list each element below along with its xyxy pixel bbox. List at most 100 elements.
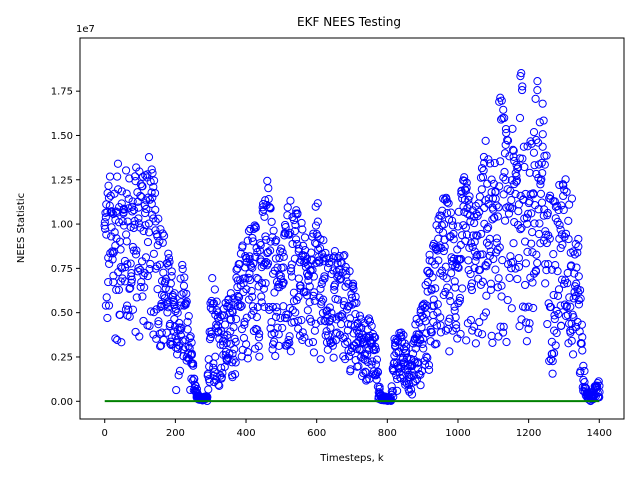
nees-point <box>484 223 493 232</box>
nees-point <box>189 359 198 368</box>
nees-point <box>462 178 471 187</box>
nees-point <box>287 264 296 273</box>
nees-point <box>497 96 506 105</box>
nees-point <box>146 307 156 316</box>
nees-point <box>319 295 328 304</box>
nees-point <box>351 292 360 301</box>
y-tick-label: 0.50 <box>51 308 73 319</box>
nees-point <box>165 257 174 266</box>
nees-point <box>542 151 551 160</box>
nees-point <box>570 250 579 259</box>
nees-point <box>223 356 232 366</box>
nees-point <box>134 263 143 273</box>
nees-point <box>503 135 512 145</box>
nees-point <box>254 333 264 342</box>
nees-point <box>118 217 127 226</box>
nees-point <box>565 293 574 302</box>
nees-point <box>347 290 356 299</box>
nees-point <box>393 386 402 395</box>
nees-point <box>255 352 264 361</box>
nees-point <box>240 317 249 326</box>
nees-point <box>362 374 371 384</box>
nees-point <box>104 253 113 262</box>
nees-point <box>502 337 511 347</box>
nees-point <box>255 246 264 255</box>
nees-point <box>278 248 287 257</box>
nees-point <box>431 284 440 293</box>
nees-point <box>151 205 160 214</box>
nees-point <box>517 223 526 233</box>
nees-point <box>538 142 547 151</box>
nees-point <box>556 225 565 234</box>
nees-point <box>206 333 215 342</box>
nees-point <box>134 214 143 223</box>
nees-point <box>563 268 572 278</box>
nees-point <box>452 324 461 333</box>
nees-point <box>132 246 141 255</box>
nees-point <box>222 338 231 348</box>
nees-point <box>153 285 162 294</box>
nees-point <box>456 329 465 339</box>
nees-point <box>257 292 266 301</box>
nees-point <box>266 246 275 255</box>
nees-point <box>558 240 567 249</box>
nees-point <box>311 221 321 230</box>
nees-point <box>164 303 173 312</box>
nees-point <box>541 279 550 288</box>
nees-point <box>481 260 490 270</box>
nees-point <box>126 283 135 293</box>
nees-point <box>261 279 270 288</box>
nees-point <box>255 329 264 338</box>
nees-point <box>543 208 552 218</box>
nees-point <box>513 274 522 284</box>
nees-point <box>573 248 582 257</box>
nees-point <box>539 116 548 125</box>
nees-point <box>466 239 476 248</box>
nees-point <box>329 266 338 275</box>
nees-point <box>462 183 471 192</box>
nees-point <box>299 241 308 250</box>
nees-point <box>228 349 237 358</box>
nees-point <box>560 185 569 194</box>
nees-point <box>408 349 418 358</box>
nees-point <box>486 285 495 294</box>
nees-point <box>130 172 140 181</box>
x-tick-label: 0 <box>102 428 108 439</box>
nees-point <box>549 349 559 358</box>
nees-point <box>333 295 343 304</box>
nees-point <box>371 333 380 342</box>
nees-point <box>574 272 583 281</box>
nees-point <box>557 230 567 239</box>
nees-point <box>229 323 238 332</box>
nees-point <box>309 229 318 238</box>
nees-point <box>455 296 464 305</box>
nees-point <box>466 269 475 279</box>
nees-point <box>436 328 445 337</box>
nees-point <box>180 273 189 282</box>
nees-point <box>141 253 151 262</box>
nees-point <box>459 221 468 230</box>
nees-point <box>187 338 196 347</box>
nees-point <box>127 272 136 281</box>
nees-point <box>520 162 529 172</box>
nees-point <box>229 355 238 364</box>
nees-point <box>349 284 358 293</box>
nees-point <box>415 335 425 344</box>
nees-point <box>575 286 585 295</box>
nees-point <box>466 282 476 291</box>
nees-point <box>149 182 158 192</box>
y-axis-offset-label: 1e7 <box>76 24 95 35</box>
nees-point <box>125 284 134 293</box>
nees-point <box>333 328 342 337</box>
nees-point <box>445 291 454 300</box>
nees-point <box>279 252 288 261</box>
nees-point <box>399 331 408 340</box>
nees-point <box>204 385 213 394</box>
nees-point <box>242 340 251 349</box>
nees-point <box>330 247 340 256</box>
nees-point <box>455 293 465 303</box>
nees-point <box>540 160 549 169</box>
nees-point <box>147 188 156 197</box>
nees-point <box>478 277 487 286</box>
nees-point <box>253 247 262 257</box>
